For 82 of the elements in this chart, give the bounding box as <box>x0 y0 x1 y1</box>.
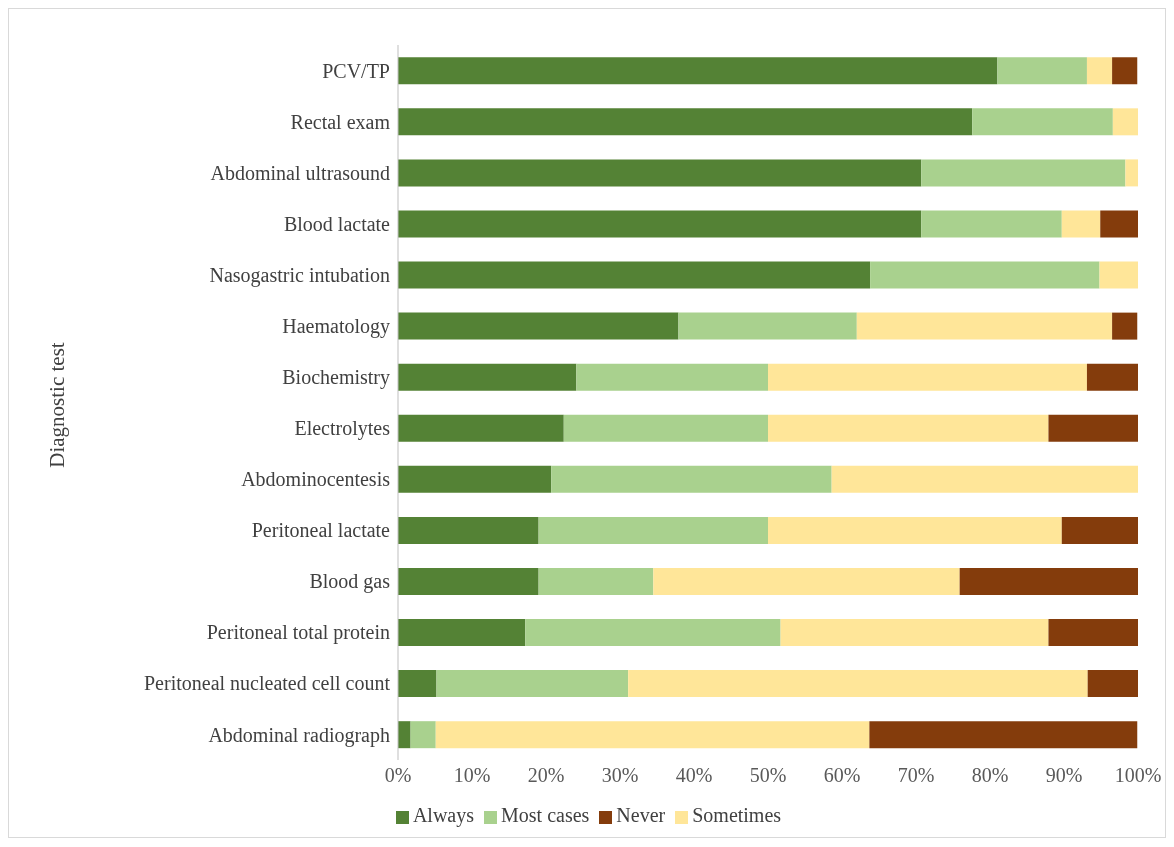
bar <box>398 159 922 187</box>
bar <box>398 721 411 749</box>
bar <box>972 108 1113 136</box>
y-tick-label: Blood gas <box>309 570 391 594</box>
y-tick-label: Haematology <box>282 314 390 338</box>
x-tick-label: 20% <box>527 764 565 787</box>
y-tick-label: Peritoneal lactate <box>251 519 391 542</box>
y-tick-label: Electrolytes <box>294 417 391 441</box>
bar <box>1112 108 1138 136</box>
bar <box>856 312 1113 340</box>
x-tick-label: 90% <box>1045 764 1083 787</box>
y-tick-label: Abdominocentesis <box>241 468 391 491</box>
bar <box>959 567 1138 595</box>
bar <box>1087 670 1138 698</box>
bar <box>1086 57 1113 85</box>
bar <box>870 261 1100 289</box>
x-tick-label: 60% <box>823 764 861 787</box>
bar <box>780 619 1049 647</box>
bar <box>525 619 781 647</box>
bar <box>1112 57 1138 85</box>
bar <box>869 721 1138 749</box>
bar <box>1099 261 1138 289</box>
bar <box>628 670 1088 698</box>
bar <box>435 721 870 749</box>
x-tick-label: 70% <box>897 764 935 787</box>
bar <box>436 670 629 698</box>
bar <box>398 261 871 289</box>
bar <box>551 465 832 493</box>
bar <box>1048 619 1138 647</box>
bar <box>410 721 436 749</box>
y-tick-label: Abdominal ultrasound <box>210 161 390 184</box>
bar <box>831 465 1138 493</box>
legend-label: Never <box>616 804 666 826</box>
y-tick-label: Blood lactate <box>283 212 391 235</box>
x-tick-label: 40% <box>675 764 713 787</box>
bar <box>398 516 539 544</box>
bar <box>653 567 960 595</box>
bar <box>768 414 1049 442</box>
bar <box>1125 159 1138 187</box>
bar <box>1061 516 1138 544</box>
y-tick-label: Abdominal radiograph <box>208 723 390 747</box>
bar <box>398 465 552 493</box>
bar <box>921 210 1062 238</box>
bar <box>921 159 1126 187</box>
x-tick-label: 0% <box>384 764 412 787</box>
legend-label: Sometimes <box>692 804 782 826</box>
bar <box>398 108 973 136</box>
x-tick-label: 80% <box>971 764 1009 787</box>
bar <box>398 619 526 647</box>
legend-label: Always <box>412 804 475 826</box>
y-tick-label: Peritoneal nucleated cell count <box>143 672 391 695</box>
y-axis-title: Diagnostic test <box>44 342 70 468</box>
x-tick-label: 100% <box>1114 764 1162 787</box>
bar <box>398 57 998 85</box>
bar <box>1100 210 1138 238</box>
bar <box>398 670 437 698</box>
x-tick-label: 50% <box>749 764 787 787</box>
bar <box>398 210 922 238</box>
bar <box>1061 210 1101 238</box>
bar <box>398 312 679 340</box>
y-tick-label: Rectal exam <box>290 110 391 133</box>
legend-label: Most cases <box>501 804 590 826</box>
bar <box>576 363 768 391</box>
bar <box>768 516 1062 544</box>
bar <box>563 414 768 442</box>
bar <box>768 363 1087 391</box>
bar <box>997 57 1087 85</box>
y-tick-label: Peritoneal total protein <box>206 621 390 645</box>
bar <box>398 567 539 595</box>
x-tick-label: 10% <box>453 764 491 787</box>
y-tick-label: Biochemistry <box>282 366 390 390</box>
bar <box>398 363 577 391</box>
bar <box>1112 312 1138 340</box>
bar <box>678 312 857 340</box>
bar <box>1048 414 1138 442</box>
y-tick-label: Nasogastric intubation <box>209 263 390 287</box>
bar <box>1086 363 1138 391</box>
bar <box>538 567 654 595</box>
bar <box>538 516 768 544</box>
x-tick-label: 30% <box>601 764 639 787</box>
bar <box>398 414 564 442</box>
y-tick-label: PCV/TP <box>322 59 390 82</box>
